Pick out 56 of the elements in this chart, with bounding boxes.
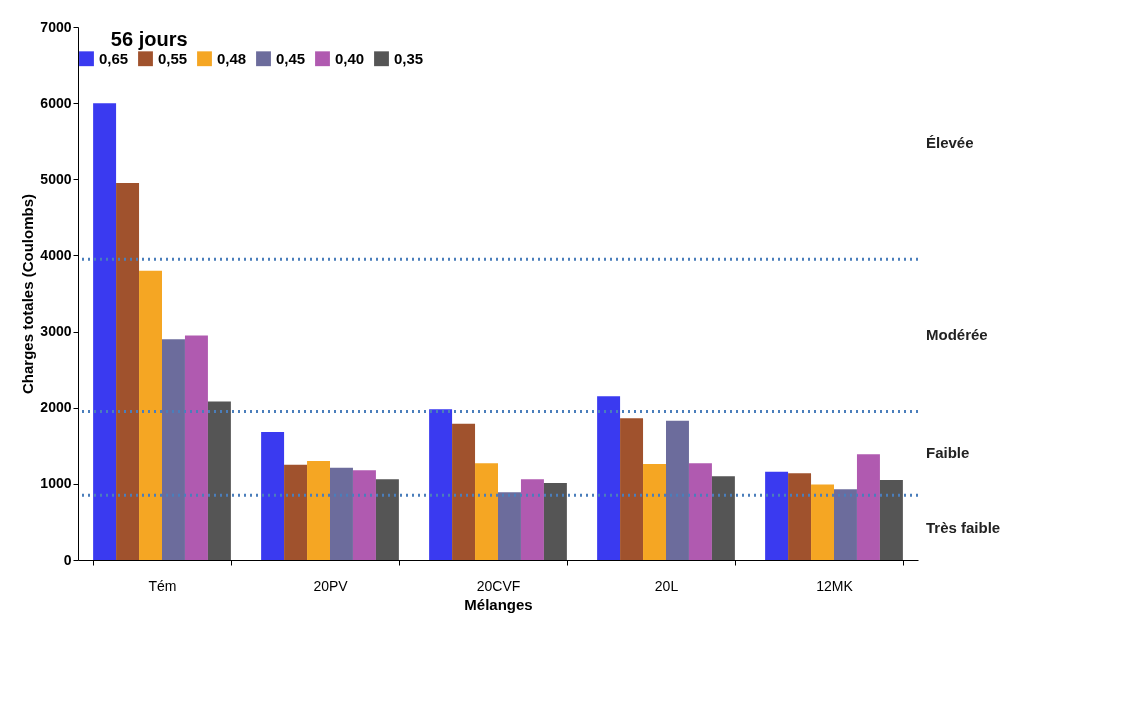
bar [765, 471, 789, 560]
bar [284, 464, 308, 560]
bar [429, 409, 453, 560]
bar [162, 339, 185, 560]
y-tick-label: 1000 [40, 475, 72, 492]
bar [788, 473, 812, 560]
text: Très faible [926, 518, 1001, 536]
legend-label: 0,55 [158, 49, 188, 67]
bar [811, 484, 834, 560]
bar [597, 396, 621, 560]
y-tick-label: 3000 [40, 323, 72, 340]
bar [643, 464, 666, 560]
bar [184, 335, 208, 560]
bar [330, 467, 353, 560]
y-axis-title: Charges totales (Coulombs) [19, 193, 37, 395]
x-tick-label: 20PV [313, 577, 349, 594]
bar [620, 418, 644, 560]
bar [688, 463, 712, 560]
y-tick-label: 7000 [40, 18, 72, 35]
bar [711, 476, 735, 560]
y-tick-label: 4000 [40, 246, 72, 263]
bar [207, 401, 231, 560]
legend-label: 0,48 [217, 49, 247, 67]
x-axis-title: Mélanges [464, 595, 533, 613]
text: Faible [926, 444, 970, 462]
y-tick-label: 6000 [40, 94, 72, 111]
bar [666, 420, 689, 560]
legend-label: 0,40 [335, 49, 365, 67]
bar [452, 423, 476, 560]
bar [307, 461, 330, 560]
y-tick-label: 0 [63, 551, 72, 568]
legend-label: 0,65 [99, 49, 129, 67]
bar [520, 479, 544, 560]
y-tick-label: 2000 [40, 399, 72, 416]
legend-label: 0,35 [394, 49, 424, 67]
bar [261, 432, 285, 560]
chart-title: 56 jours [110, 28, 188, 50]
x-tick-label: 12MK [816, 577, 854, 594]
bar [543, 483, 567, 560]
bar [498, 492, 521, 560]
bar [879, 480, 903, 560]
bar [834, 489, 857, 560]
bar [475, 463, 498, 560]
legend-label: 0,45 [276, 49, 306, 67]
bar [93, 103, 117, 560]
x-tick-label: 20L [654, 577, 679, 594]
x-tick-label: 20CVF [476, 577, 521, 594]
bar [116, 183, 140, 560]
bar [352, 470, 376, 560]
text: Modérée [926, 326, 988, 344]
bar [856, 454, 880, 560]
text: Élevée [926, 134, 974, 152]
x-tick-label: Tém [148, 577, 177, 594]
y-tick-label: 5000 [40, 170, 72, 187]
bar [375, 479, 399, 560]
bar [139, 270, 162, 560]
